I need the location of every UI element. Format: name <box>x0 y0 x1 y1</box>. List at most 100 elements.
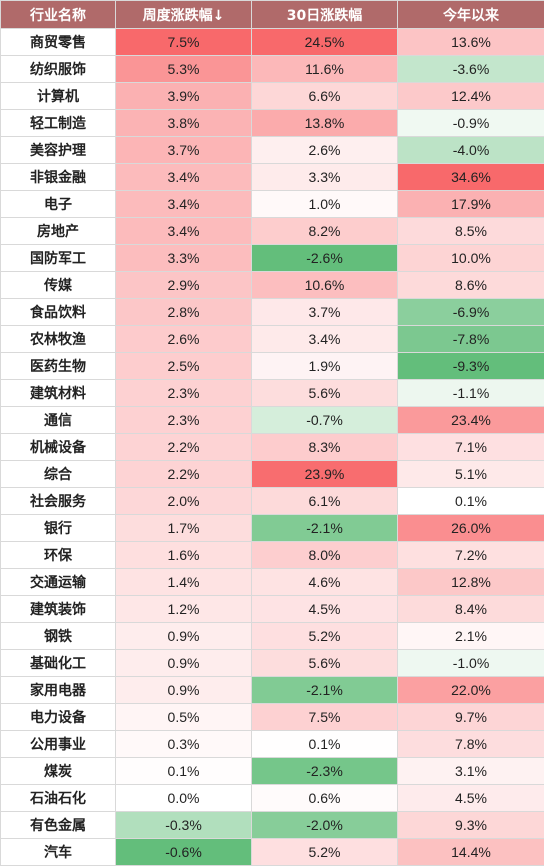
ytd-change-cell: -1.0% <box>398 650 544 677</box>
industry-cell: 房地产 <box>1 218 116 245</box>
30d-change-cell: 8.0% <box>252 542 398 569</box>
industry-cell: 钢铁 <box>1 623 116 650</box>
ytd-change-cell: 4.5% <box>398 785 544 812</box>
weekly-change-cell: 2.3% <box>116 407 252 434</box>
30d-change-cell: 5.6% <box>252 650 398 677</box>
ytd-change-cell: 13.6% <box>398 29 544 56</box>
industry-cell: 基础化工 <box>1 650 116 677</box>
30d-change-cell: -2.1% <box>252 677 398 704</box>
industry-cell: 汽车 <box>1 839 116 866</box>
industry-cell: 煤炭 <box>1 758 116 785</box>
industry-cell: 计算机 <box>1 83 116 110</box>
header-industry[interactable]: 行业名称 <box>1 1 116 29</box>
30d-change-cell: -2.0% <box>252 812 398 839</box>
table-row: 汽车-0.6%5.2%14.4% <box>1 839 544 866</box>
weekly-change-cell: 1.6% <box>116 542 252 569</box>
industry-cell: 有色金属 <box>1 812 116 839</box>
weekly-change-cell: 0.9% <box>116 677 252 704</box>
weekly-change-cell: 1.7% <box>116 515 252 542</box>
weekly-change-cell: 0.0% <box>116 785 252 812</box>
weekly-change-cell: 0.3% <box>116 731 252 758</box>
industry-cell: 纺织服饰 <box>1 56 116 83</box>
30d-change-cell: 6.6% <box>252 83 398 110</box>
30d-change-cell: 4.6% <box>252 569 398 596</box>
weekly-change-cell: 1.4% <box>116 569 252 596</box>
ytd-change-cell: 9.3% <box>398 812 544 839</box>
industry-cell: 社会服务 <box>1 488 116 515</box>
30d-change-cell: 8.3% <box>252 434 398 461</box>
ytd-change-cell: 3.1% <box>398 758 544 785</box>
industry-cell: 商贸零售 <box>1 29 116 56</box>
ytd-change-cell: 34.6% <box>398 164 544 191</box>
header-weekly-change[interactable]: 周度涨跌幅↓ <box>116 1 252 29</box>
industry-cell: 环保 <box>1 542 116 569</box>
ytd-change-cell: 8.4% <box>398 596 544 623</box>
ytd-change-cell: 12.8% <box>398 569 544 596</box>
weekly-change-cell: 2.0% <box>116 488 252 515</box>
weekly-change-cell: 3.3% <box>116 245 252 272</box>
ytd-change-cell: -4.0% <box>398 137 544 164</box>
ytd-change-cell: 9.7% <box>398 704 544 731</box>
30d-change-cell: 3.3% <box>252 164 398 191</box>
30d-change-cell: 11.6% <box>252 56 398 83</box>
weekly-change-cell: 2.5% <box>116 353 252 380</box>
industry-cell: 公用事业 <box>1 731 116 758</box>
industry-cell: 医药生物 <box>1 353 116 380</box>
weekly-change-cell: -0.6% <box>116 839 252 866</box>
industry-cell: 非银金融 <box>1 164 116 191</box>
header-30d-change[interactable]: 30日涨跌幅 <box>252 1 398 29</box>
30d-change-cell: 1.9% <box>252 353 398 380</box>
ytd-change-cell: 7.2% <box>398 542 544 569</box>
ytd-change-cell: 2.1% <box>398 623 544 650</box>
30d-change-cell: 0.6% <box>252 785 398 812</box>
weekly-change-cell: 3.4% <box>116 164 252 191</box>
weekly-change-cell: 0.5% <box>116 704 252 731</box>
industry-cell: 美容护理 <box>1 137 116 164</box>
industry-cell: 机械设备 <box>1 434 116 461</box>
30d-change-cell: 0.1% <box>252 731 398 758</box>
30d-change-cell: 3.7% <box>252 299 398 326</box>
weekly-change-cell: 2.2% <box>116 461 252 488</box>
weekly-change-cell: 2.3% <box>116 380 252 407</box>
weekly-change-cell: -0.3% <box>116 812 252 839</box>
ytd-change-cell: 26.0% <box>398 515 544 542</box>
industry-cell: 银行 <box>1 515 116 542</box>
30d-change-cell: 7.5% <box>252 704 398 731</box>
industry-cell: 石油石化 <box>1 785 116 812</box>
industry-cell: 食品饮料 <box>1 299 116 326</box>
header-ytd-change[interactable]: 今年以来 <box>398 1 544 29</box>
30d-change-cell: -0.7% <box>252 407 398 434</box>
industry-cell: 农林牧渔 <box>1 326 116 353</box>
30d-change-cell: 13.8% <box>252 110 398 137</box>
ytd-change-cell: -0.9% <box>398 110 544 137</box>
ytd-change-cell: 22.0% <box>398 677 544 704</box>
industry-cell: 电力设备 <box>1 704 116 731</box>
table-row: 有色金属-0.3%-2.0%9.3% <box>1 812 544 839</box>
ytd-change-cell: -3.6% <box>398 56 544 83</box>
industry-cell: 家用电器 <box>1 677 116 704</box>
ytd-change-cell: 8.6% <box>398 272 544 299</box>
weekly-change-cell: 0.1% <box>116 758 252 785</box>
ytd-change-cell: 8.5% <box>398 218 544 245</box>
30d-change-cell: 3.4% <box>252 326 398 353</box>
30d-change-cell: 10.6% <box>252 272 398 299</box>
